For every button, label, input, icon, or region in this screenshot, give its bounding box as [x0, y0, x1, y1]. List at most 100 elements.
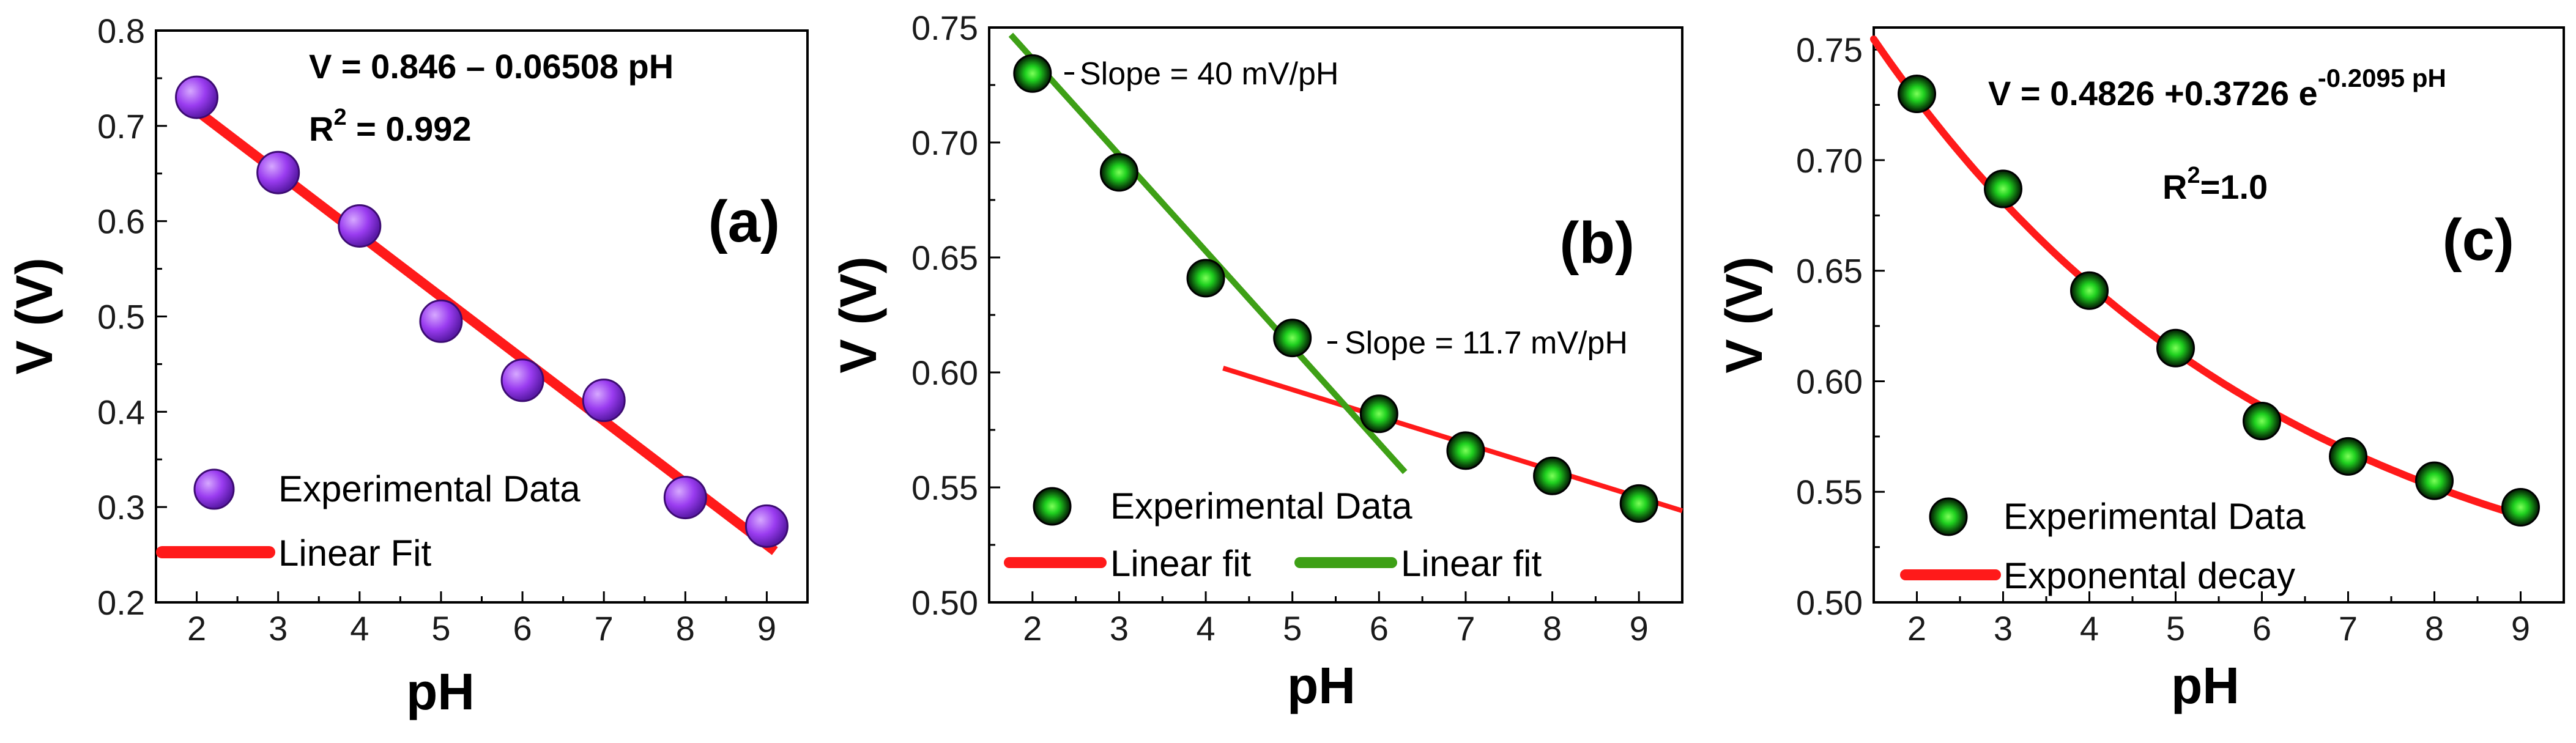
- data-point: [663, 476, 707, 520]
- legend-label-linear-fit: Linear Fit: [278, 533, 431, 574]
- x-tick-label: 4: [2080, 609, 2099, 648]
- y-tick-label: 0.55: [911, 468, 978, 507]
- data-point: [2156, 328, 2195, 368]
- y-axis-title: V (V): [1715, 256, 1773, 373]
- legend: Experimental Data Linear fit Linear fit: [1004, 486, 1542, 584]
- x-tick-label: 3: [1994, 609, 2013, 648]
- x-axis-title: pH: [406, 663, 475, 720]
- data-point: [1533, 456, 1572, 495]
- x-tick-label: 7: [1456, 609, 1475, 648]
- data-point: [1619, 484, 1658, 523]
- data-point: [1359, 394, 1398, 434]
- data-point: [1898, 74, 1936, 113]
- fit-curve-exponential: [1870, 35, 2525, 520]
- data-point: [1099, 153, 1138, 192]
- data-points: [1898, 74, 2540, 527]
- x-axis-title: pH: [1287, 657, 1356, 714]
- data-point: [1273, 319, 1312, 358]
- x-ticks: 2 3 4 5 6 7 8 9: [1907, 591, 2565, 648]
- x-tick-label: 5: [1283, 609, 1302, 648]
- plot-frame: [988, 26, 1683, 604]
- legend-label-experimental: Experimental Data: [278, 468, 581, 509]
- y-axis-title: V (V): [6, 257, 63, 374]
- y-tick-label: 0.7: [97, 107, 145, 146]
- data-point: [2501, 488, 2540, 527]
- legend-label-experimental: Experimental Data: [2003, 496, 2306, 537]
- fit-equation: V = 0.846 – 0.06508 pH: [309, 47, 674, 86]
- x-tick-label: 6: [513, 609, 532, 648]
- legend-marker-experimental: [1929, 497, 1968, 536]
- x-tick-label: 2: [1907, 609, 1926, 648]
- data-point: [2415, 461, 2454, 500]
- x-tick-label: 9: [757, 609, 776, 648]
- fit-equation: V = 0.4826 +0.3726 e-0.2095 pH: [1988, 64, 2446, 113]
- y-tick-label: 0.70: [1796, 141, 1863, 180]
- x-tick-label: 2: [187, 609, 206, 648]
- x-tick-label: 4: [350, 609, 369, 648]
- y-tick-label: 0.60: [911, 353, 978, 392]
- y-tick-label: 0.65: [1796, 252, 1863, 290]
- legend-marker-experimental: [193, 468, 235, 510]
- y-axis-title: V (V): [830, 256, 887, 373]
- x-tick-label: 8: [676, 609, 695, 648]
- y-tick-label: 0.50: [1796, 583, 1863, 622]
- legend-label-linear-fit-red: Linear fit: [1110, 543, 1251, 584]
- x-tick-label: 9: [2511, 609, 2530, 648]
- y-tick-label: 0.6: [97, 202, 145, 241]
- r2-base: R: [2162, 168, 2187, 206]
- r2-value: =1.0: [2200, 168, 2268, 206]
- equation-exponent: -0.2095 pH: [2318, 64, 2446, 92]
- r-squared: R2 = 0.992: [309, 105, 472, 148]
- data-point: [744, 504, 789, 548]
- slope-annotation-2: Slope = 11.7 mV/pH: [1345, 325, 1628, 361]
- y-ticks: 0.50 0.55 0.60 0.65 0.70 0.75: [1796, 31, 1885, 622]
- x-tick-label: 8: [2425, 609, 2444, 648]
- data-point: [2070, 271, 2109, 310]
- data-point: [1446, 431, 1485, 470]
- y-tick-label: 0.3: [97, 488, 145, 527]
- data-point: [1013, 54, 1052, 93]
- data-point: [2243, 402, 2281, 441]
- legend-marker-experimental: [1033, 487, 1072, 526]
- equation-main: V = 0.4826 +0.3726 e: [1988, 74, 2318, 113]
- r-squared: R2=1.0: [2162, 163, 2268, 206]
- y-tick-label: 0.70: [911, 124, 978, 162]
- panel-label: (c): [2443, 207, 2514, 273]
- y-tick-label: 0.5: [97, 298, 145, 336]
- data-point: [582, 379, 626, 423]
- data-point: [419, 299, 463, 343]
- y-tick-label: 0.2: [97, 583, 145, 622]
- panel-label: (b): [1559, 210, 1635, 276]
- plot-frame: [155, 29, 809, 604]
- legend-label-linear-fit-green: Linear fit: [1401, 543, 1542, 584]
- x-tick-label: 7: [595, 609, 614, 648]
- r2-base: R: [309, 109, 333, 148]
- x-tick-label: 6: [2252, 609, 2271, 648]
- fit-line-green: [1008, 32, 1408, 475]
- x-tick-label: 6: [1370, 609, 1389, 648]
- data-point: [1984, 169, 2022, 209]
- x-tick-label: 7: [2339, 609, 2358, 648]
- x-tick-label: 3: [269, 609, 288, 648]
- y-tick-label: 0.75: [911, 9, 978, 47]
- legend: Experimental Data Exponental decay: [1900, 496, 2306, 596]
- x-axis-title: pH: [2171, 657, 2240, 714]
- x-tick-label: 4: [1196, 609, 1215, 648]
- y-ticks: 0.2 0.3 0.4 0.5 0.6 0.7 0.8: [97, 12, 167, 622]
- y-tick-label: 0.60: [1796, 362, 1863, 401]
- legend-label-exponential-decay: Exponental decay: [2003, 555, 2295, 596]
- y-tick-label: 0.55: [1796, 473, 1863, 511]
- fit-lines: [1870, 35, 2525, 520]
- data-points: [1013, 54, 1658, 523]
- data-point: [2329, 437, 2367, 476]
- x-tick-label: 5: [431, 609, 450, 648]
- x-tick-label: 9: [1630, 609, 1649, 648]
- y-tick-label: 0.50: [911, 583, 978, 622]
- y-tick-label: 0.8: [97, 12, 145, 50]
- x-tick-label: 8: [1543, 609, 1562, 648]
- data-point: [175, 75, 219, 119]
